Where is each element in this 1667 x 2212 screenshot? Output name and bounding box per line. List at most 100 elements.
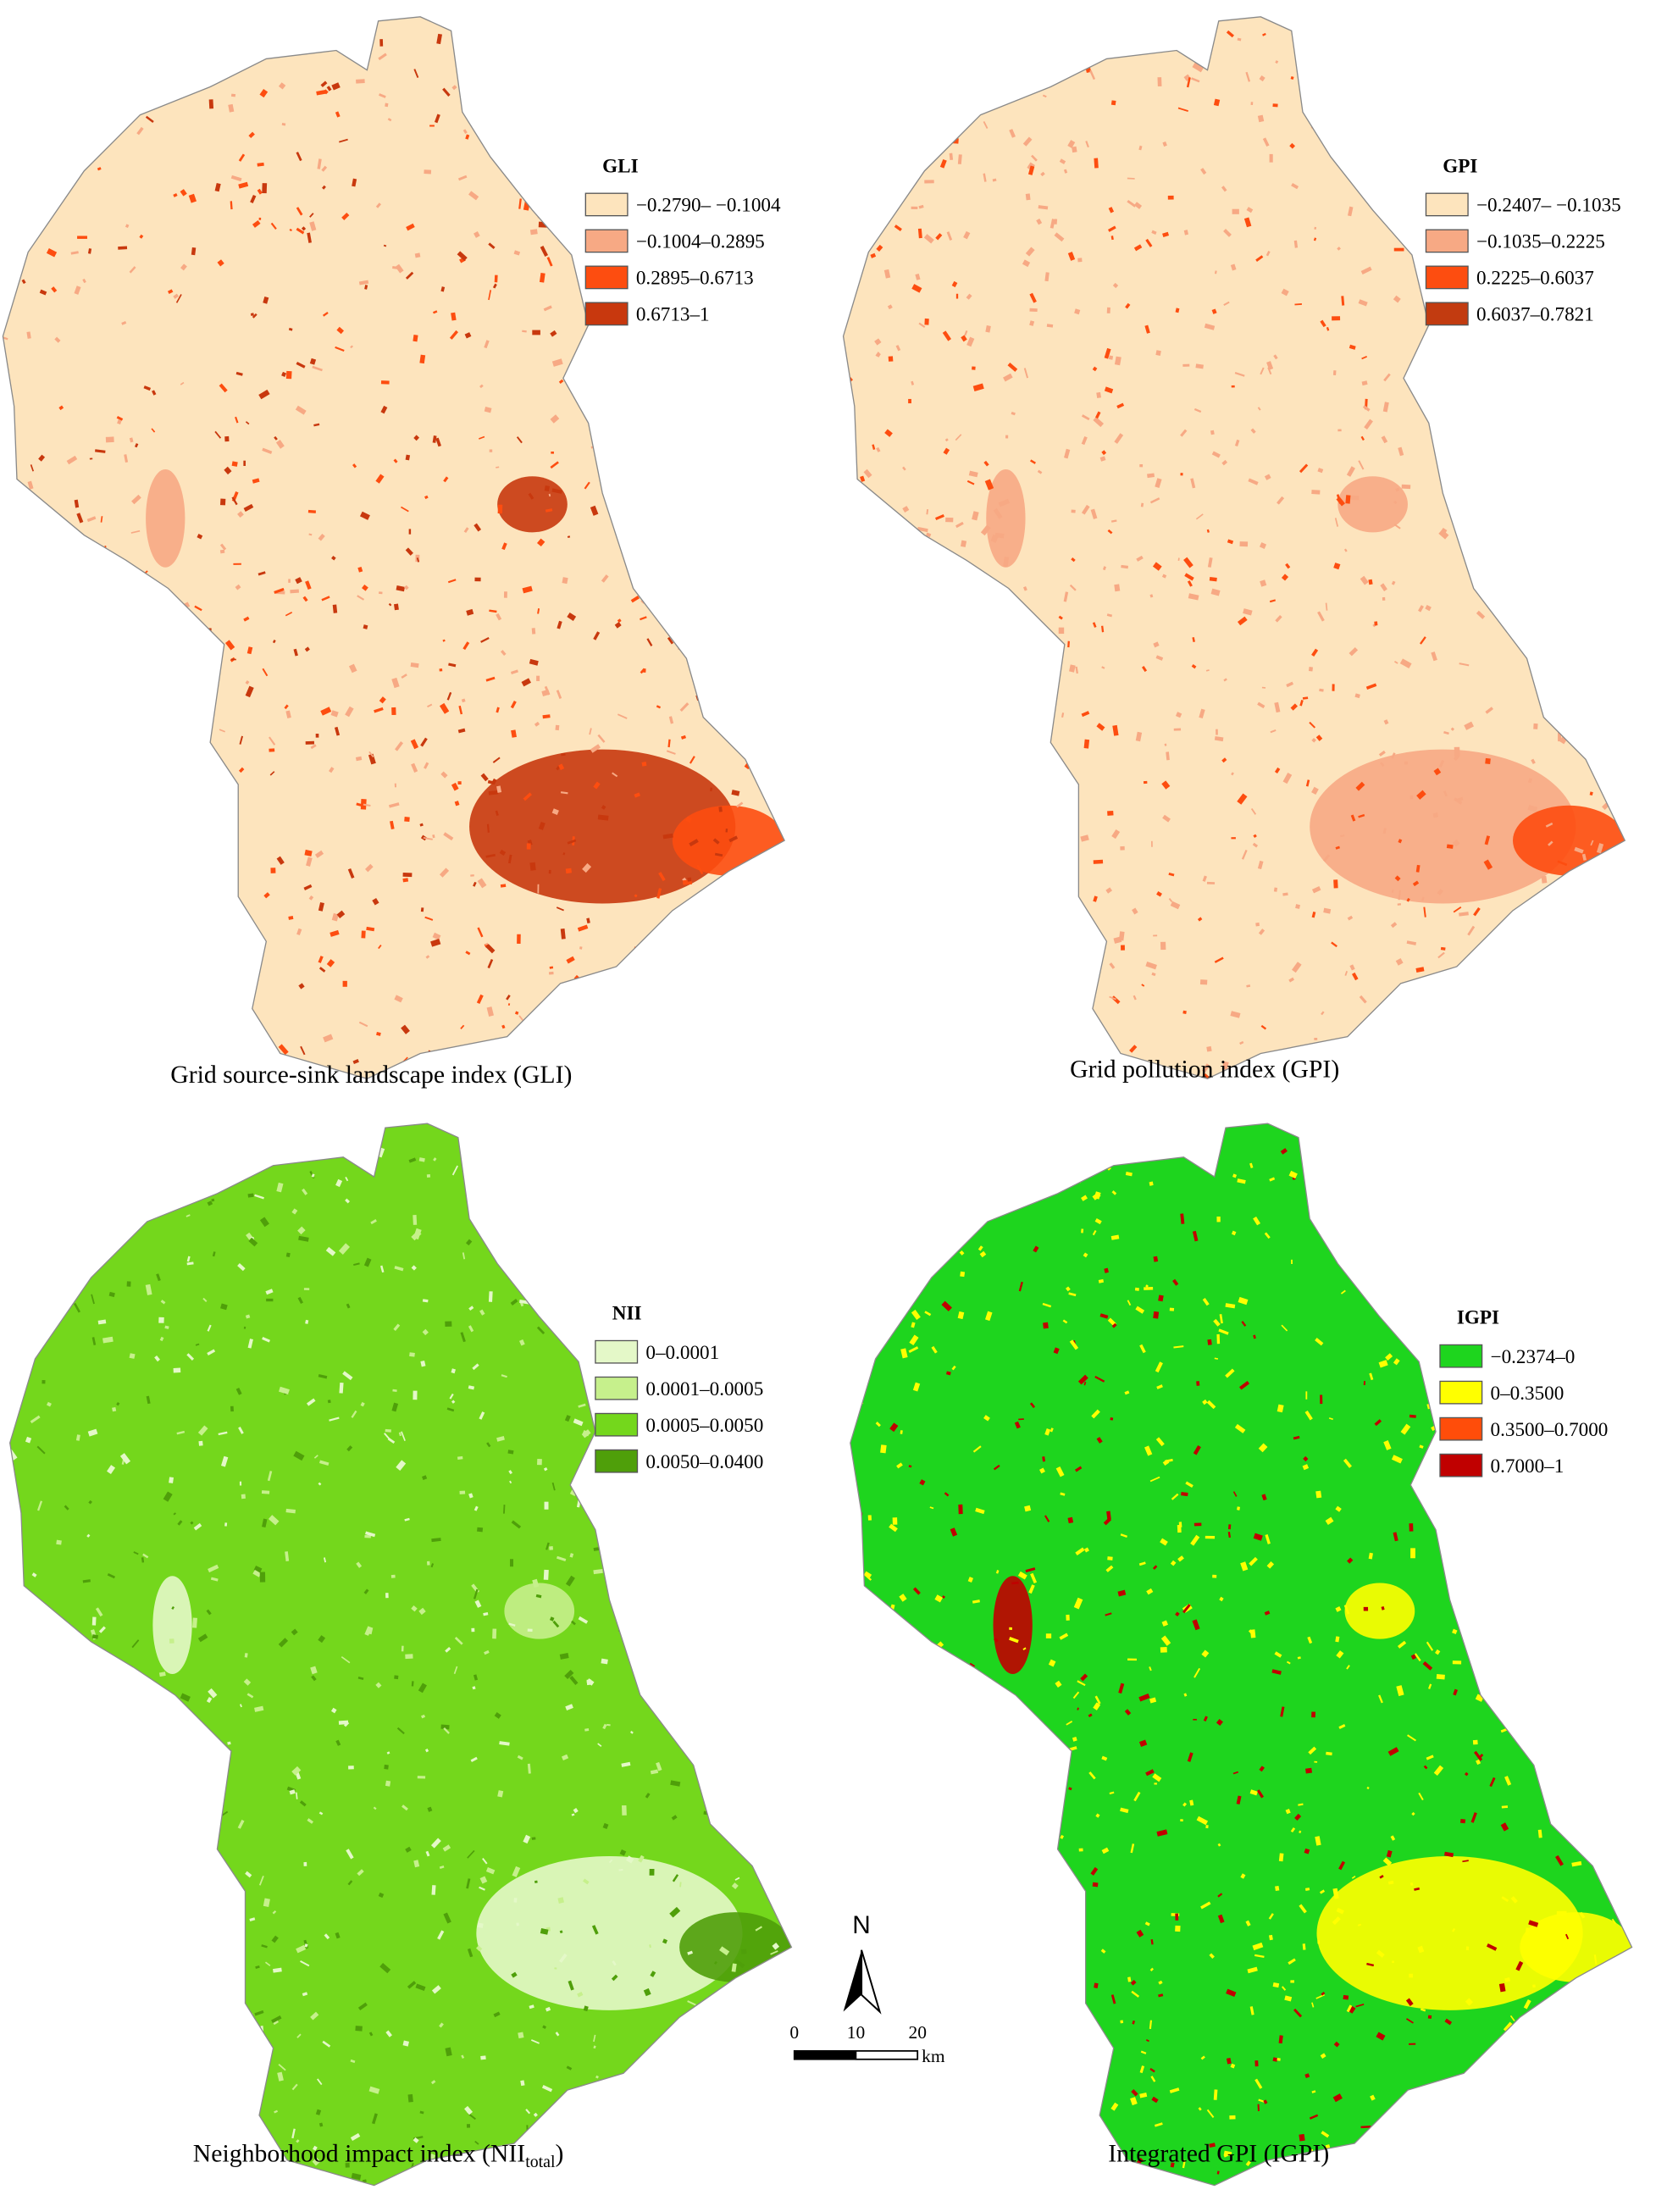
- map-speck: [1149, 1181, 1154, 1186]
- map-speck: [795, 1514, 799, 1516]
- map-speck: [1092, 1229, 1097, 1236]
- map-speck: [1253, 1533, 1263, 1541]
- map-speck: [794, 738, 800, 745]
- map-speck: [879, 1013, 888, 1022]
- map-speck: [731, 970, 740, 980]
- map-speck: [80, 779, 86, 790]
- map-speck: [800, 1964, 810, 1971]
- map-speck: [222, 41, 231, 47]
- map-speck: [1609, 570, 1614, 573]
- map-speck: [1579, 1911, 1586, 1919]
- map-speck: [872, 768, 878, 774]
- map-speck: [1094, 1375, 1105, 1383]
- map-speck: [1311, 2090, 1316, 2093]
- map-speck: [393, 1323, 401, 1331]
- map-speck: [1343, 1458, 1352, 1468]
- map-speck: [843, 235, 850, 242]
- map-speck: [510, 1299, 518, 1306]
- map-speck: [1269, 153, 1273, 163]
- map-speck: [193, 1522, 202, 1531]
- map-speck: [1418, 1117, 1424, 1123]
- map-speck: [21, 87, 25, 91]
- map-speck: [573, 1418, 584, 1427]
- map-speck: [413, 69, 419, 79]
- map-speck: [1118, 1683, 1125, 1694]
- map-speck: [373, 1806, 377, 1810]
- map-speck: [322, 185, 326, 190]
- map-speck: [1537, 961, 1542, 967]
- map-speck: [352, 178, 357, 187]
- map-speck: [592, 56, 595, 61]
- map-speck: [1127, 1658, 1137, 1661]
- map-speck: [801, 1177, 809, 1188]
- map-speck: [345, 1177, 349, 1182]
- map-speck: [263, 296, 269, 304]
- map-speck: [317, 158, 322, 169]
- map-speck: [1515, 1718, 1519, 1722]
- map-speck: [705, 1671, 716, 1677]
- map-speck: [922, 780, 929, 786]
- map-speck: [1177, 557, 1180, 562]
- map-speck: [993, 507, 1003, 519]
- map-speck: [1501, 1896, 1509, 1903]
- map-speck: [1632, 651, 1639, 657]
- map-speck: [288, 579, 291, 583]
- map-speck: [666, 377, 675, 381]
- map-speck: [634, 216, 641, 226]
- map-speck: [3, 862, 12, 873]
- map-speck: [285, 710, 291, 718]
- map-speck: [1275, 1885, 1280, 1892]
- map-speck: [1576, 1736, 1580, 1743]
- map-speck: [920, 2128, 926, 2132]
- map-speck: [1061, 2064, 1065, 2071]
- map-speck: [1547, 908, 1553, 915]
- map-speck: [1187, 580, 1193, 587]
- map-speck: [555, 724, 560, 731]
- map-speck: [656, 407, 662, 413]
- map-speck: [88, 1500, 92, 1505]
- map-speck: [1548, 1638, 1555, 1644]
- map-speck: [1613, 1026, 1624, 1036]
- map-speck: [468, 1385, 475, 1390]
- map-speck: [961, 2071, 966, 2074]
- map-speck: [1382, 1857, 1393, 1866]
- map-speck: [689, 839, 699, 847]
- map-speck: [380, 380, 390, 385]
- map-speck: [1223, 301, 1230, 307]
- map-speck: [784, 1004, 785, 1012]
- map-speck: [1270, 729, 1277, 734]
- map-speck: [1365, 1152, 1376, 1163]
- map-speck: [362, 584, 368, 591]
- map-speck: [1416, 87, 1420, 96]
- map-speck: [258, 571, 266, 576]
- map-speck: [1470, 2082, 1476, 2087]
- map-speck: [1257, 701, 1265, 709]
- map-speck: [36, 625, 42, 629]
- map-speck: [1320, 1394, 1323, 1405]
- map-speck: [117, 419, 122, 424]
- map-speck: [752, 487, 759, 494]
- map-speck: [379, 591, 383, 595]
- map-speck: [1515, 467, 1523, 474]
- map-speck: [365, 1531, 376, 1538]
- map-speck: [768, 1785, 773, 1796]
- map-patch: [1512, 805, 1625, 876]
- map-speck: [889, 1523, 898, 1533]
- map-speck: [195, 1343, 200, 1346]
- map-speck: [1569, 725, 1575, 731]
- map-speck: [63, 1713, 69, 1719]
- map-speck: [894, 102, 904, 108]
- map-speck: [917, 526, 928, 533]
- map-speck: [638, 1613, 641, 1622]
- map-speck: [82, 885, 89, 890]
- map-speck: [269, 771, 275, 776]
- map-speck: [1003, 745, 1005, 751]
- map-speck: [278, 2064, 286, 2071]
- map-speck: [1135, 1306, 1145, 1314]
- map-speck: [202, 708, 208, 715]
- map-speck: [1619, 1288, 1625, 1294]
- map-speck: [308, 533, 313, 536]
- map-speck: [1428, 1683, 1432, 1689]
- map-speck: [1136, 555, 1144, 562]
- map-speck: [1100, 1949, 1106, 1954]
